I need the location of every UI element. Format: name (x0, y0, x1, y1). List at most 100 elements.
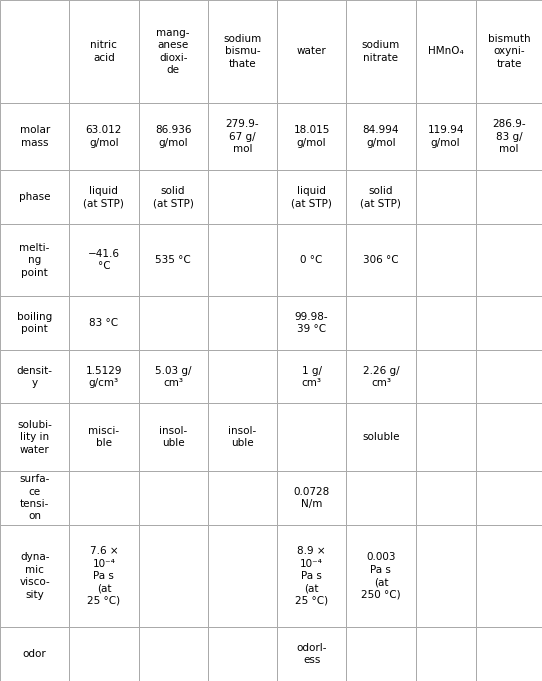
Bar (346, 0, 416, 103)
Bar (69, 627, 139, 681)
Bar (277, 524, 346, 627)
Bar (139, 627, 208, 681)
Bar (476, 471, 542, 524)
Bar (277, 103, 346, 170)
Bar (346, 224, 416, 296)
Text: HMnO₄: HMnO₄ (428, 46, 463, 57)
Text: solid
(at STP): solid (at STP) (153, 186, 193, 208)
Bar (476, 524, 542, 627)
Bar (69, 350, 139, 404)
Bar (139, 224, 208, 296)
Text: 0.0728
N/m: 0.0728 N/m (294, 487, 330, 509)
Bar (69, 103, 139, 170)
Bar (346, 350, 416, 404)
Bar (208, 103, 277, 170)
Text: sodium
bismu-
thate: sodium bismu- thate (223, 34, 262, 69)
Bar (69, 471, 139, 524)
Bar (277, 404, 346, 471)
Bar (476, 627, 542, 681)
Text: 1.5129
g/cm³: 1.5129 g/cm³ (86, 366, 122, 388)
Bar (346, 627, 416, 681)
Bar (139, 170, 208, 224)
Text: 1 g/
cm³: 1 g/ cm³ (302, 366, 321, 388)
Bar (416, 627, 476, 681)
Bar (277, 224, 346, 296)
Bar (0, 524, 69, 627)
Bar (277, 296, 346, 350)
Bar (208, 170, 277, 224)
Text: liquid
(at STP): liquid (at STP) (83, 186, 124, 208)
Text: sodium
nitrate: sodium nitrate (362, 40, 400, 63)
Text: 86.936
g/mol: 86.936 g/mol (155, 125, 191, 148)
Bar (208, 471, 277, 524)
Bar (69, 170, 139, 224)
Text: 306 °C: 306 °C (363, 255, 399, 265)
Text: mang-
anese
dioxi-
de: mang- anese dioxi- de (157, 28, 190, 75)
Text: 18.015
g/mol: 18.015 g/mol (293, 125, 330, 148)
Text: water: water (297, 46, 326, 57)
Bar (416, 524, 476, 627)
Text: densit-
y: densit- y (17, 366, 53, 388)
Bar (277, 0, 346, 103)
Bar (0, 0, 69, 103)
Text: insol-
uble: insol- uble (159, 426, 188, 449)
Bar (416, 0, 476, 103)
Bar (139, 350, 208, 404)
Bar (208, 0, 277, 103)
Bar (0, 170, 69, 224)
Bar (69, 224, 139, 296)
Bar (139, 404, 208, 471)
Text: molar
mass: molar mass (20, 125, 50, 148)
Bar (139, 524, 208, 627)
Text: 5.03 g/
cm³: 5.03 g/ cm³ (155, 366, 191, 388)
Bar (208, 404, 277, 471)
Bar (277, 350, 346, 404)
Text: dyna-
mic
visco-
sity: dyna- mic visco- sity (20, 552, 50, 599)
Text: surfa-
ce
tensi-
on: surfa- ce tensi- on (20, 474, 50, 522)
Text: −41.6
°C: −41.6 °C (88, 249, 120, 272)
Bar (476, 224, 542, 296)
Bar (0, 627, 69, 681)
Text: soluble: soluble (362, 432, 399, 442)
Text: boiling
point: boiling point (17, 312, 52, 334)
Bar (277, 471, 346, 524)
Bar (139, 471, 208, 524)
Text: odorl-
ess: odorl- ess (296, 643, 327, 665)
Bar (139, 103, 208, 170)
Bar (277, 627, 346, 681)
Bar (346, 103, 416, 170)
Text: 286.9-
83 g/
mol: 286.9- 83 g/ mol (492, 119, 526, 154)
Bar (208, 296, 277, 350)
Bar (416, 296, 476, 350)
Text: 279.9-
67 g/
mol: 279.9- 67 g/ mol (225, 119, 259, 154)
Text: 83 °C: 83 °C (89, 318, 119, 328)
Text: misci-
ble: misci- ble (88, 426, 119, 449)
Bar (416, 350, 476, 404)
Bar (476, 0, 542, 103)
Bar (139, 296, 208, 350)
Bar (69, 0, 139, 103)
Bar (208, 350, 277, 404)
Bar (208, 627, 277, 681)
Bar (0, 103, 69, 170)
Bar (476, 170, 542, 224)
Bar (416, 103, 476, 170)
Text: 0 °C: 0 °C (300, 255, 323, 265)
Text: 0.003
Pa s
(at
250 °C): 0.003 Pa s (at 250 °C) (361, 552, 401, 599)
Bar (476, 296, 542, 350)
Text: nitric
acid: nitric acid (91, 40, 117, 63)
Text: solid
(at STP): solid (at STP) (360, 186, 401, 208)
Bar (476, 404, 542, 471)
Text: odor: odor (23, 649, 47, 659)
Text: bismuth
oxyni-
trate: bismuth oxyni- trate (488, 34, 530, 69)
Bar (69, 296, 139, 350)
Bar (346, 471, 416, 524)
Bar (0, 471, 69, 524)
Text: 84.994
g/mol: 84.994 g/mol (363, 125, 399, 148)
Bar (346, 524, 416, 627)
Text: liquid
(at STP): liquid (at STP) (291, 186, 332, 208)
Bar (139, 0, 208, 103)
Text: 119.94
g/mol: 119.94 g/mol (428, 125, 464, 148)
Text: 535 °C: 535 °C (155, 255, 191, 265)
Bar (277, 170, 346, 224)
